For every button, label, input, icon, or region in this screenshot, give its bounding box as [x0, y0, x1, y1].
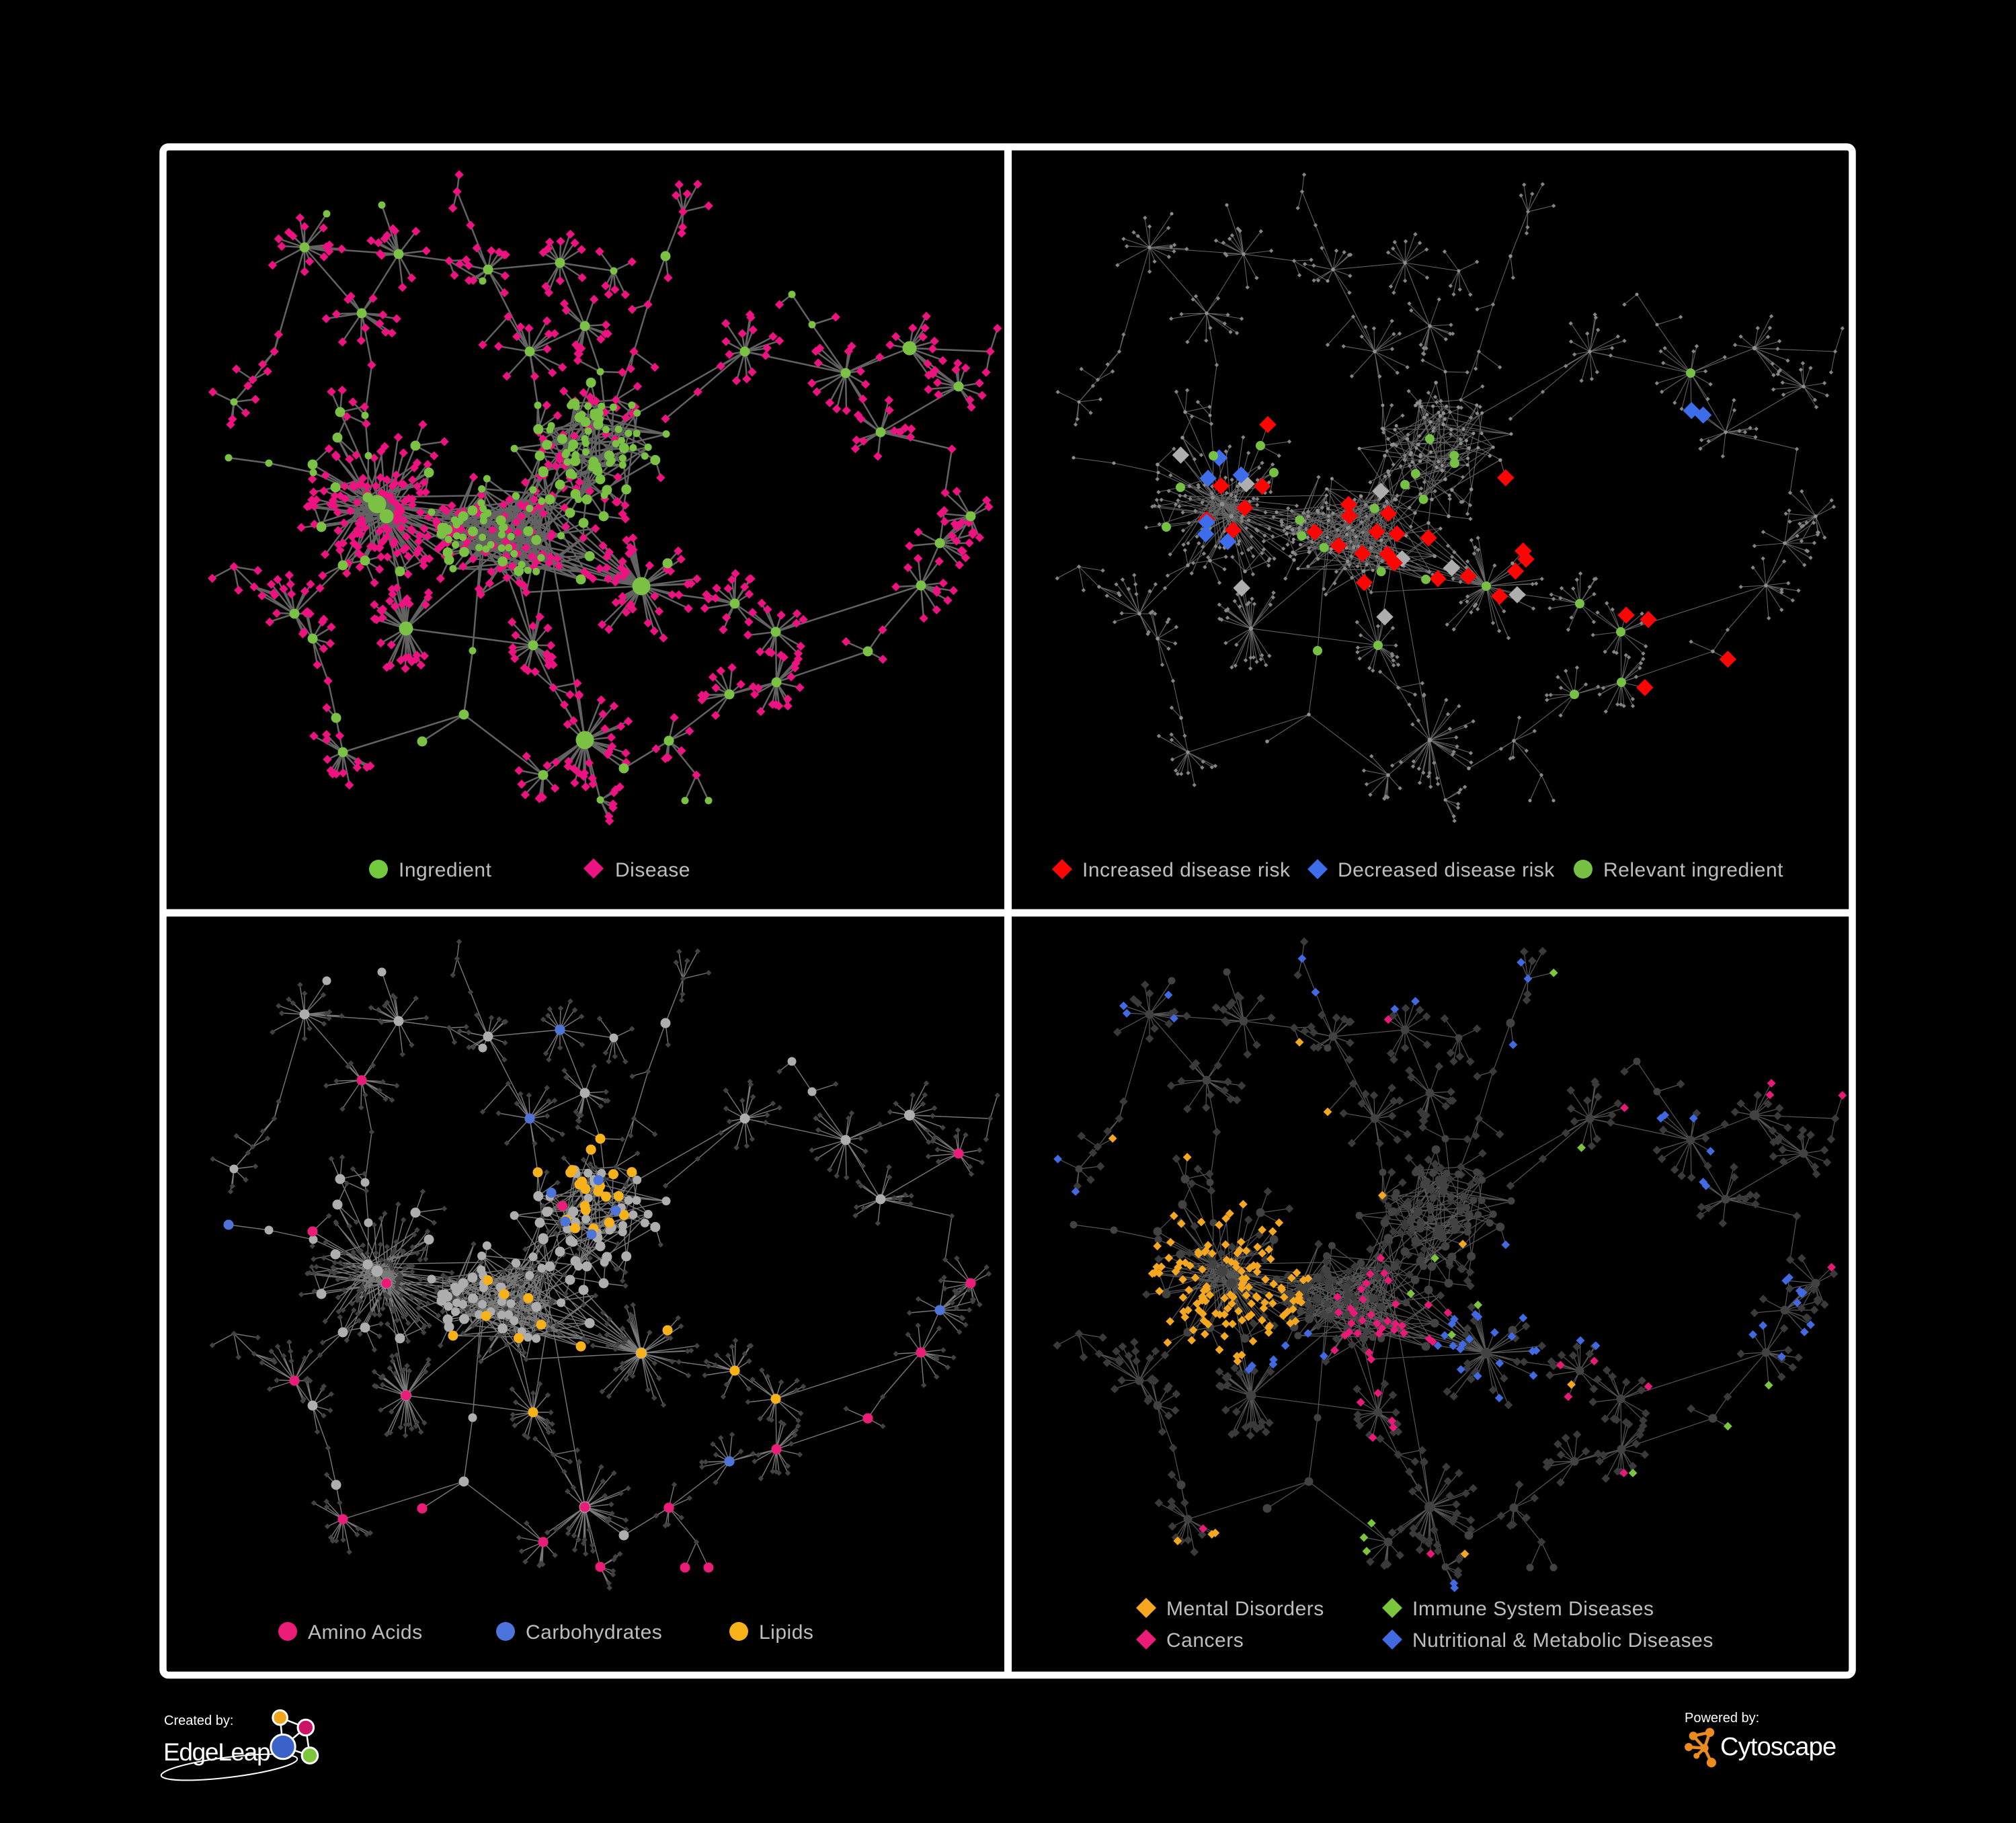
- svg-text:Immune System Diseases: Immune System Diseases: [1412, 1598, 1654, 1620]
- svg-text:Created by:: Created by:: [164, 1713, 233, 1728]
- svg-text:Decreased disease risk: Decreased disease risk: [1338, 859, 1555, 881]
- svg-text:Carbohydrates: Carbohydrates: [526, 1621, 662, 1644]
- svg-text:Disease: Disease: [615, 859, 690, 881]
- svg-text:Cytoscape: Cytoscape: [1720, 1733, 1836, 1761]
- svg-text:EdgeLeap: EdgeLeap: [163, 1738, 270, 1766]
- svg-text:Mental Disorders: Mental Disorders: [1166, 1598, 1324, 1620]
- svg-text:Increased disease risk: Increased disease risk: [1082, 859, 1291, 881]
- svg-text:Ingredient: Ingredient: [399, 859, 492, 881]
- svg-text:Amino Acids: Amino Acids: [308, 1621, 423, 1644]
- svg-text:Cancers: Cancers: [1166, 1629, 1244, 1652]
- svg-text:Lipids: Lipids: [759, 1621, 813, 1644]
- svg-text:Powered by:: Powered by:: [1685, 1711, 1759, 1726]
- svg-text:Relevant ingredient: Relevant ingredient: [1603, 859, 1783, 881]
- svg-text:Nutritional & Metabolic Diseas: Nutritional & Metabolic Diseases: [1412, 1629, 1713, 1652]
